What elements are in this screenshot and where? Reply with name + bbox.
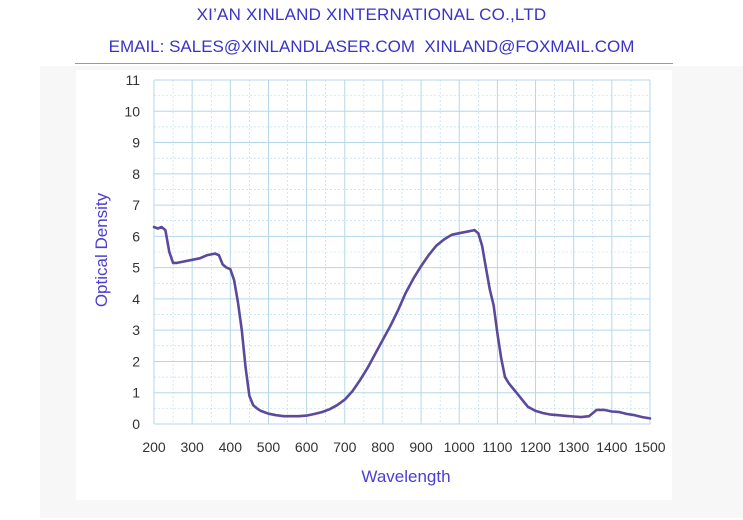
y-tick-label: 4 bbox=[132, 291, 140, 307]
x-tick-label: 1000 bbox=[444, 439, 475, 455]
axis-layer: 200 300 400 500 600 700 800 900 1000 1100 1200 1300… bbox=[124, 72, 665, 455]
x-tick-label: 900 bbox=[409, 439, 433, 455]
y-tick-label: 5 bbox=[132, 260, 140, 276]
grid-layer bbox=[153, 79, 651, 425]
optical-density-line bbox=[152, 225, 652, 420]
y-tick-label: 6 bbox=[132, 228, 140, 244]
x-tick-label: 1200 bbox=[520, 439, 551, 455]
company-name: XI’AN XINLAND XINTERNATIONAL CO.,LTD bbox=[196, 5, 547, 24]
x-tick-label: 700 bbox=[333, 439, 357, 455]
y-axis-title: Optical Density bbox=[92, 192, 111, 307]
chart-panel bbox=[76, 70, 672, 500]
x-tick-label: 1400 bbox=[596, 439, 627, 455]
x-tick-label: 800 bbox=[371, 439, 395, 455]
x-tick-label: 500 bbox=[257, 439, 281, 455]
x-tick-label: 1500 bbox=[634, 439, 665, 455]
header-divider bbox=[75, 63, 673, 64]
x-axis-title: Wavelength bbox=[361, 467, 450, 486]
x-tick-label: 1300 bbox=[558, 439, 589, 455]
y-tick-label: 3 bbox=[132, 322, 140, 338]
y-tick-label: 9 bbox=[132, 135, 140, 151]
x-tick-label: 600 bbox=[295, 439, 319, 455]
y-tick-label: 7 bbox=[132, 197, 140, 213]
y-tick-label: 0 bbox=[132, 416, 140, 432]
contact-email: EMAIL: SALES@XINLANDLASER.COM XINLAND@FO… bbox=[108, 37, 635, 56]
x-tick-label: 1100 bbox=[482, 439, 512, 455]
y-tick-label: 1 bbox=[132, 385, 140, 401]
y-tick-label: 11 bbox=[125, 72, 140, 88]
x-tick-label: 200 bbox=[142, 439, 166, 455]
x-tick-label: 300 bbox=[180, 439, 204, 455]
y-tick-label: 2 bbox=[132, 353, 140, 369]
line-layer bbox=[152, 225, 652, 420]
y-tick-label: 10 bbox=[124, 103, 140, 119]
x-tick-label: 400 bbox=[219, 439, 243, 455]
y-tick-label: 8 bbox=[132, 166, 140, 182]
